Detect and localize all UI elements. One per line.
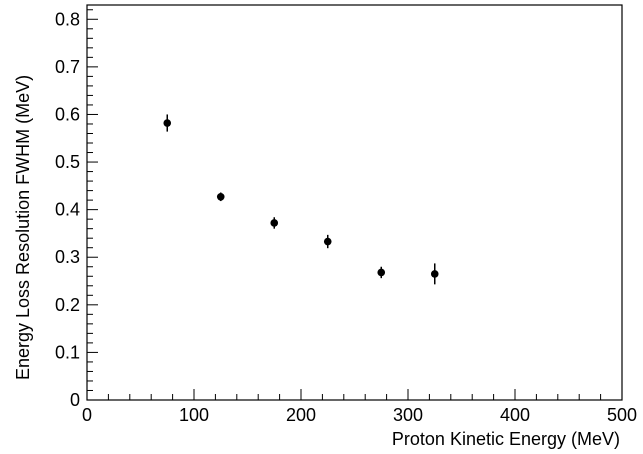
x-tick-label: 100 — [179, 405, 209, 425]
point-marker — [163, 119, 172, 127]
y-tick-label: 0.1 — [55, 342, 80, 362]
tick-labels: 0 100 200 300 400 500 0 0.1 0.2 0.3 0.4 0.5 0.6 0.7 0.… — [55, 9, 637, 425]
y-tick-label: 0 — [70, 390, 80, 410]
plot-frame — [86, 4, 623, 401]
data-point — [216, 192, 225, 202]
y-tick-label: 0.8 — [55, 9, 80, 29]
y-axis-label: Energy Loss Resolution FWHM (MeV) — [13, 75, 33, 380]
y-tick-label: 0.4 — [55, 200, 80, 220]
y-tick-label: 0.2 — [55, 295, 80, 315]
point-marker — [270, 219, 279, 227]
data-point — [163, 114, 172, 132]
point-marker — [430, 270, 439, 278]
data-point — [270, 217, 279, 229]
point-marker — [216, 192, 225, 201]
data-point — [430, 263, 439, 285]
point-marker — [323, 237, 332, 246]
axis-ticks — [86, 9, 623, 401]
x-axis-label: Proton Kinetic Energy (MeV) — [392, 429, 620, 449]
x-tick-label: 300 — [393, 405, 423, 425]
x-tick-label: 200 — [286, 405, 316, 425]
y-tick-label: 0.7 — [55, 57, 80, 77]
y-tick-label: 0.5 — [55, 152, 80, 172]
data-point — [323, 234, 332, 249]
y-tick-label: 0.3 — [55, 247, 80, 267]
x-tick-label: 0 — [82, 405, 92, 425]
x-tick-label: 400 — [500, 405, 530, 425]
data-points — [163, 114, 439, 285]
point-marker — [377, 268, 386, 277]
x-tick-label: 500 — [607, 405, 637, 425]
data-point — [377, 266, 386, 279]
y-tick-label: 0.6 — [55, 104, 80, 124]
